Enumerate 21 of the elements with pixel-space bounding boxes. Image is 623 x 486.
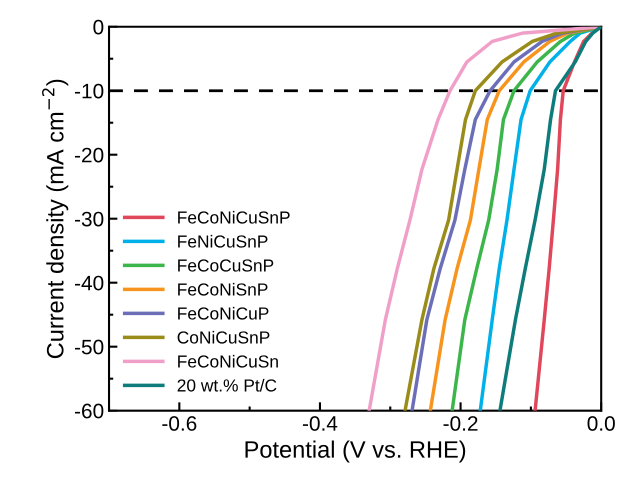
y-tick-label: -50	[74, 340, 104, 354]
y-tick-label: -60	[74, 404, 104, 418]
legend-label: FeCoNiCuP	[178, 306, 268, 320]
x-tick-label: 0.0	[588, 416, 615, 431]
y-tick-label: 0	[93, 20, 104, 34]
y-tick-label: -20	[74, 148, 104, 162]
x-tick-label: -0.2	[444, 416, 478, 431]
legend-label: FeCoNiSnP	[178, 282, 268, 296]
y-tick-label: -40	[74, 276, 104, 290]
x-tick-label: -0.6	[162, 416, 196, 431]
legend-label: 20 wt.% Pt/C	[178, 378, 276, 392]
y-tick-label: -30	[74, 212, 104, 226]
y-axis-title: Current density (mA cm$^{−2}$)	[42, 80, 68, 358]
legend-label: FeNiCuSnP	[178, 234, 268, 248]
x-tick-label: -0.4	[302, 416, 338, 431]
x-axis-title: Potential (V vs. RHE)	[246, 440, 466, 463]
legend-label: FeCoNiCuSn	[178, 354, 278, 368]
legend-label: CoNiCuSnP	[178, 330, 270, 344]
legend-label: FeCoNiCuSnP	[178, 210, 290, 224]
y-tick-label: -10	[74, 84, 104, 98]
legend-label: FeCoCuSnP	[178, 259, 274, 272]
